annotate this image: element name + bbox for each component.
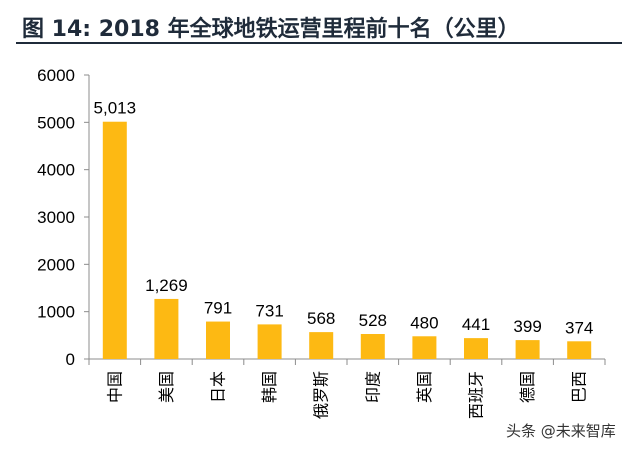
- x-category-label: 巴西: [570, 371, 589, 403]
- x-category-label: 俄罗斯: [312, 371, 331, 419]
- bar: [412, 336, 437, 359]
- x-category-label: 韩国: [260, 371, 279, 403]
- x-category-label: 西班牙: [467, 371, 486, 419]
- bar: [360, 334, 385, 359]
- data-label: 374: [565, 318, 593, 337]
- x-category-label: 德国: [518, 371, 537, 403]
- x-category-label: 美国: [157, 371, 176, 403]
- bar: [154, 298, 179, 359]
- y-tick-label: 2000: [37, 255, 75, 274]
- y-tick-label: 1000: [37, 303, 75, 322]
- bar: [515, 340, 540, 359]
- data-label: 441: [462, 315, 490, 334]
- x-category-label: 英国: [415, 371, 434, 403]
- data-label: 731: [255, 301, 283, 320]
- bar: [464, 338, 488, 359]
- y-tick-label: 0: [66, 350, 75, 369]
- bar: [257, 324, 282, 359]
- data-label: 480: [410, 313, 438, 332]
- y-tick-label: 4000: [37, 161, 75, 180]
- data-label: 568: [307, 309, 335, 328]
- watermark-text: 头条 @未来智库: [506, 422, 616, 440]
- y-tick-label: 6000: [37, 66, 75, 85]
- y-tick-label: 5000: [37, 113, 75, 132]
- bar: [102, 121, 127, 359]
- x-category-label: 日本: [209, 371, 228, 403]
- bar: [567, 341, 592, 359]
- y-tick-label: 3000: [37, 208, 75, 227]
- data-label: 791: [204, 299, 232, 318]
- data-label: 528: [359, 311, 387, 330]
- x-category-label: 中国: [105, 371, 124, 403]
- data-label: 399: [513, 317, 541, 336]
- data-label: 5,013: [94, 99, 137, 118]
- bar: [309, 332, 334, 359]
- figure-title: 图 14: 2018 年全球地铁运营里程前十名（公里）: [22, 17, 520, 42]
- bar: [206, 321, 230, 359]
- x-category-label: 印度: [363, 371, 382, 403]
- figure-title-bar: 图 14: 2018 年全球地铁运营里程前十名（公里）: [16, 10, 622, 44]
- data-label: 1,269: [145, 276, 188, 295]
